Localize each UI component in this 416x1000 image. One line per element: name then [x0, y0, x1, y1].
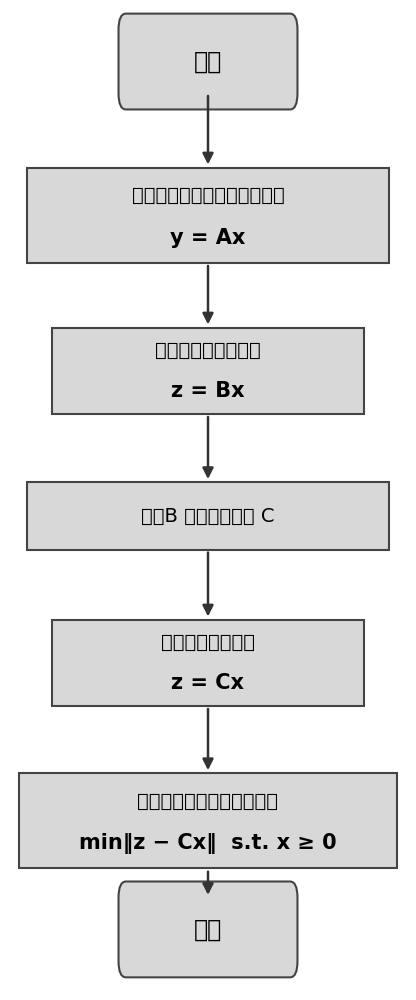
FancyBboxPatch shape	[19, 773, 397, 868]
Text: min‖z − Cx‖  s.t. x ≥ 0: min‖z − Cx‖ s.t. x ≥ 0	[79, 833, 337, 854]
FancyBboxPatch shape	[119, 882, 297, 977]
Text: 构建新的系统方程: 构建新的系统方程	[161, 633, 255, 652]
FancyBboxPatch shape	[52, 620, 364, 706]
Text: 利用有限元方法建立系统方程: 利用有限元方法建立系统方程	[131, 186, 285, 205]
Text: 开始: 开始	[194, 50, 222, 74]
FancyBboxPatch shape	[119, 14, 297, 109]
FancyBboxPatch shape	[27, 168, 389, 263]
Text: 基于B 构建系统矩阵 C: 基于B 构建系统矩阵 C	[141, 507, 275, 526]
FancyBboxPatch shape	[27, 482, 389, 550]
Text: 结束: 结束	[194, 917, 222, 941]
Text: z = Bx: z = Bx	[171, 381, 245, 401]
Text: y = Ax: y = Ax	[170, 228, 246, 248]
Text: z = Cx: z = Cx	[171, 673, 245, 693]
Text: 系统方程预处理得到: 系统方程预处理得到	[155, 341, 261, 360]
FancyBboxPatch shape	[52, 328, 364, 414]
Text: 采用联合代数迭代方法求解: 采用联合代数迭代方法求解	[138, 792, 278, 811]
